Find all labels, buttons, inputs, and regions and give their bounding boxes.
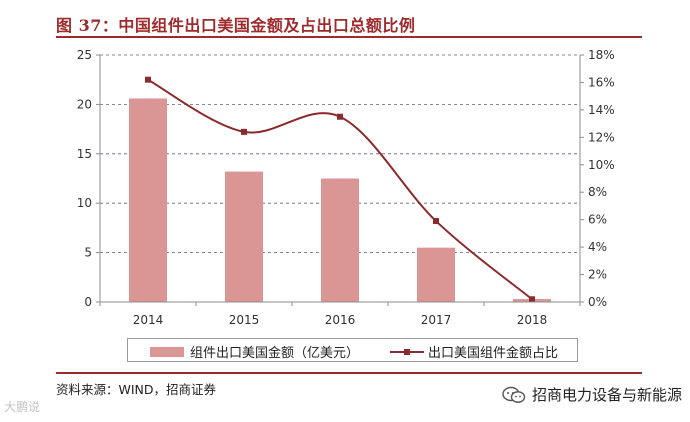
line-path xyxy=(147,78,533,301)
axes: 0 5 10 15 20 25 0% 2% 4% 6% 8% 10% 12% 14% 16% 18% 2014 2… xyxy=(77,48,615,327)
combo-chart: 0 5 10 15 20 25 0% 2% 4% 6% 8% 10% 12% 14% 16% 18% 2014 2… xyxy=(77,48,615,327)
x-tick-label: 2017 xyxy=(421,313,452,327)
right-tick-label: 18% xyxy=(588,48,615,62)
right-tick-label: 0% xyxy=(588,295,607,309)
x-tick-label: 2018 xyxy=(517,313,548,327)
left-tick-label: 10 xyxy=(77,196,92,210)
line-marker xyxy=(337,113,343,120)
left-tick-label: 5 xyxy=(84,246,92,260)
watermark-left: 大鹏说 xyxy=(4,400,41,414)
right-tick-label: 16% xyxy=(588,75,615,89)
bar xyxy=(321,178,359,302)
bar-series xyxy=(129,98,551,302)
line-marker xyxy=(433,218,439,225)
right-tick-label: 4% xyxy=(588,240,607,254)
legend-line-label: 出口美国组件金额占比 xyxy=(428,346,559,361)
right-tick-label: 10% xyxy=(588,158,615,172)
bar xyxy=(129,98,167,302)
legend: 组件出口美国金额（亿美元） 出口美国组件金额占比 xyxy=(127,338,578,362)
chart-title: 图 37：中国组件出口美国金额及占出口总额比例 xyxy=(56,16,416,35)
x-tick-label: 2016 xyxy=(325,313,356,327)
wechat-icon xyxy=(502,386,526,403)
right-tick-label: 14% xyxy=(588,103,615,117)
line-marker xyxy=(145,76,151,83)
account-name: 招商电力设备与新能源 xyxy=(531,386,682,404)
source-note: 资料来源：WIND，招商证券 xyxy=(56,372,642,398)
x-tick-label: 2015 xyxy=(229,313,260,327)
legend-item-bar: 组件出口美国金额（亿美元） xyxy=(150,342,359,361)
line-series xyxy=(145,76,535,303)
left-tick-label: 15 xyxy=(77,147,92,161)
legend-item-line: 出口美国组件金额占比 xyxy=(390,342,558,361)
title-divider xyxy=(56,36,642,38)
left-tick-label: 0 xyxy=(84,295,92,309)
right-tick-label: 2% xyxy=(588,268,607,282)
right-tick-label: 6% xyxy=(588,213,607,227)
line-marker xyxy=(529,296,535,303)
line-marker xyxy=(241,128,247,135)
right-tick-label: 12% xyxy=(588,130,615,144)
x-tick-label: 2014 xyxy=(133,313,164,327)
legend-bar-swatch xyxy=(150,346,184,357)
legend-bar-label: 组件出口美国金额（亿美元） xyxy=(190,346,360,361)
account-watermark: 招商电力设备与新能源 xyxy=(502,384,682,405)
left-tick-label: 25 xyxy=(77,48,92,62)
left-tick-label: 20 xyxy=(77,97,92,111)
right-tick-label: 8% xyxy=(588,185,607,199)
legend-line-swatch xyxy=(390,347,424,357)
bar xyxy=(225,171,263,302)
bar xyxy=(417,247,455,302)
